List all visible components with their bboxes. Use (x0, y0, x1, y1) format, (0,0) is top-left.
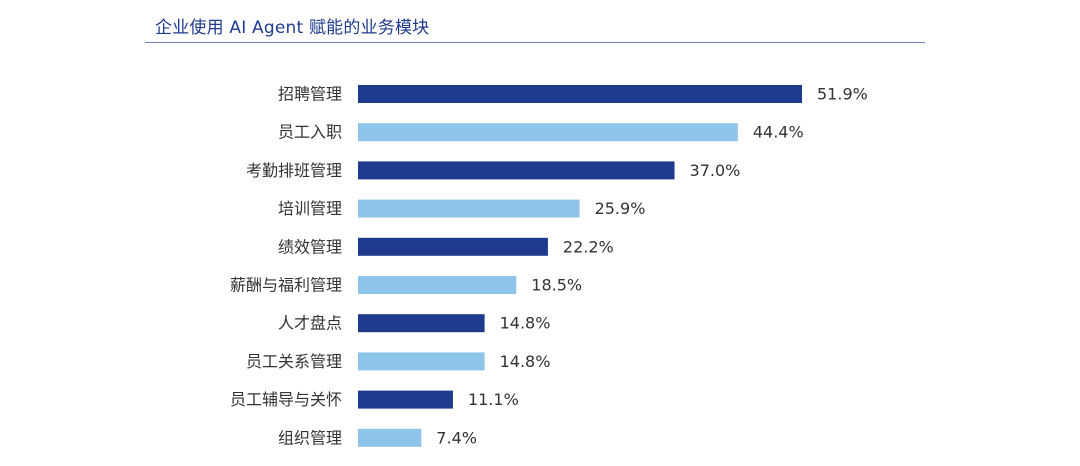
category-label: 考勤排班管理 (246, 161, 342, 180)
bar (358, 352, 485, 371)
value-label: 44.4% (753, 123, 804, 142)
value-label: 14.8% (500, 314, 551, 333)
category-label: 组织管理 (278, 428, 342, 447)
chart-title: 企业使用 AI Agent 赋能的业务模块 (155, 18, 430, 38)
category-label: 员工入职 (278, 123, 342, 142)
value-label: 11.1% (468, 390, 519, 409)
category-label: 薪酬与福利管理 (230, 276, 342, 295)
bar (358, 85, 802, 103)
bar (358, 199, 580, 218)
bar (358, 161, 675, 180)
bar (358, 428, 422, 447)
value-label: 22.2% (563, 237, 614, 256)
bar (358, 390, 453, 409)
category-label: 招聘管理 (278, 85, 342, 104)
bar (358, 314, 485, 333)
bar (358, 276, 517, 294)
value-label: 18.5% (531, 276, 582, 295)
category-label: 绩效管理 (278, 237, 342, 256)
bar (358, 123, 738, 142)
value-label: 25.9% (595, 199, 646, 218)
category-label: 人才盘点 (278, 314, 342, 333)
category-label: 员工关系管理 (246, 352, 342, 371)
bars-layer: 招聘管理 51.9% 员工入职 44.4% 考勤排班管理 37.0% 培训管理 25.9% 绩效… (230, 85, 868, 448)
bar (358, 237, 548, 256)
category-label: 员工辅导与关怀 (230, 390, 342, 409)
value-label: 7.4% (436, 428, 477, 447)
value-label: 14.8% (500, 352, 551, 371)
category-label: 培训管理 (278, 199, 342, 218)
title-divider (145, 42, 925, 43)
value-label: 51.9% (817, 85, 868, 104)
value-label: 37.0% (690, 161, 741, 180)
